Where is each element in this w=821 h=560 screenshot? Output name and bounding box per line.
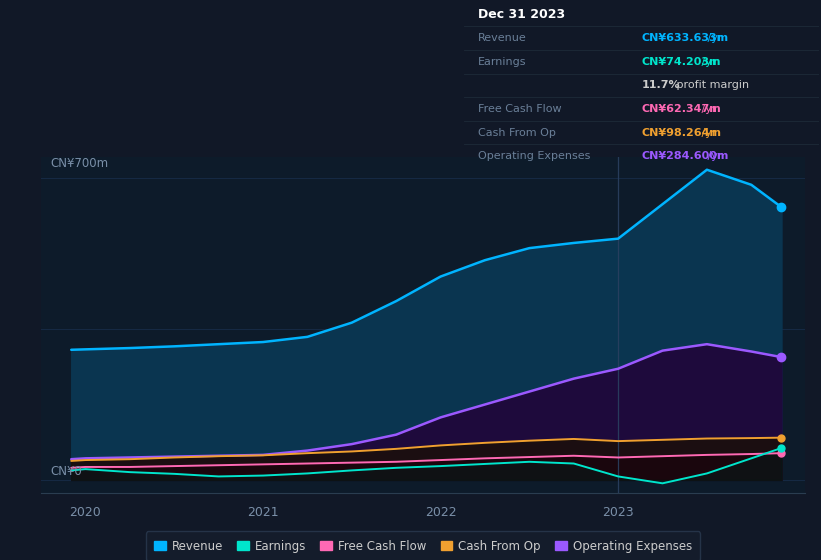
Text: CN¥633.633m: CN¥633.633m [641,33,728,43]
Text: /yr: /yr [698,128,717,138]
Text: /yr: /yr [704,33,722,43]
Text: Cash From Op: Cash From Op [478,128,556,138]
Text: 11.7%: 11.7% [641,81,680,90]
Text: Operating Expenses: Operating Expenses [478,151,590,161]
Text: /yr: /yr [698,104,717,114]
Text: Free Cash Flow: Free Cash Flow [478,104,562,114]
Text: Earnings: Earnings [478,57,526,67]
Text: CN¥700m: CN¥700m [50,157,108,170]
Text: CN¥284.600m: CN¥284.600m [641,151,728,161]
Text: /yr: /yr [698,57,717,67]
Text: Dec 31 2023: Dec 31 2023 [478,8,565,21]
Text: CN¥98.264m: CN¥98.264m [641,128,721,138]
Text: Revenue: Revenue [478,33,527,43]
Text: profit margin: profit margin [673,81,750,90]
Legend: Revenue, Earnings, Free Cash Flow, Cash From Op, Operating Expenses: Revenue, Earnings, Free Cash Flow, Cash … [145,531,700,560]
Text: CN¥62.347m: CN¥62.347m [641,104,721,114]
Text: /yr: /yr [704,151,722,161]
Text: CN¥0: CN¥0 [50,465,81,478]
Text: CN¥74.203m: CN¥74.203m [641,57,721,67]
